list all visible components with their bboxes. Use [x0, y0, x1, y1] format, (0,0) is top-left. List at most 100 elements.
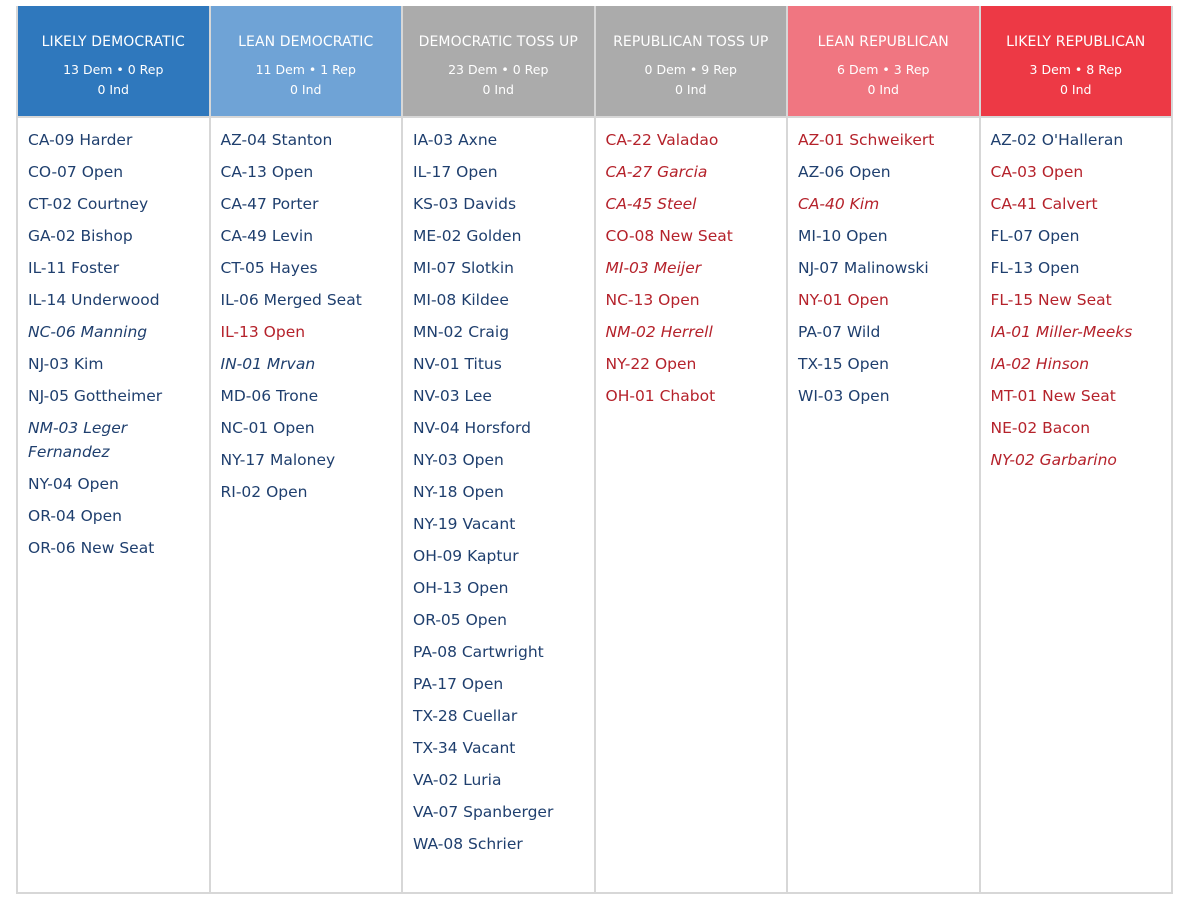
race-item[interactable]: TX-15 Open — [798, 355, 889, 373]
race-list: CA-09 Harder CO-07 Open CT-02 Courtney GA-0… — [18, 118, 209, 568]
race-item[interactable]: MD-06 Trone — [220, 387, 319, 405]
race-item[interactable]: CA-03 Open — [990, 163, 1084, 181]
race-item[interactable]: CT-02 Courtney — [28, 195, 149, 213]
column-ind-count: 0 Ind — [867, 82, 899, 97]
race-item[interactable]: NY-19 Vacant — [413, 515, 516, 533]
column-header: LIKELY DEMOCRATIC 13 Dem • 0 Rep 0 Ind — [18, 6, 209, 118]
race-item[interactable]: IA-02 Hinson — [990, 355, 1090, 373]
race-item[interactable]: TX-34 Vacant — [413, 739, 516, 757]
race-item[interactable]: NY-22 Open — [605, 355, 697, 373]
race-item[interactable]: NM-03 Leger Fernandez — [28, 419, 128, 461]
race-item[interactable]: NV-01 Titus — [413, 355, 502, 373]
race-item[interactable]: TX-28 Cuellar — [413, 707, 518, 725]
column-ind-count: 0 Ind — [675, 82, 707, 97]
race-item[interactable]: CA-49 Levin — [220, 227, 314, 245]
column-header: LIKELY REPUBLICAN 3 Dem • 8 Rep 0 Ind — [980, 6, 1171, 118]
race-item[interactable]: FL-07 Open — [990, 227, 1080, 245]
column-ind-count: 0 Ind — [97, 82, 129, 97]
column-title: REPUBLICAN TOSS UP — [613, 34, 769, 50]
race-item[interactable]: NE-02 Bacon — [990, 419, 1091, 437]
race-item[interactable]: IA-03 Axne — [413, 131, 498, 149]
race-item[interactable]: CA-40 Kim — [798, 195, 880, 213]
race-item[interactable]: NC-01 Open — [220, 419, 315, 437]
race-item[interactable]: MI-08 Kildee — [413, 291, 509, 309]
race-item[interactable]: NY-17 Maloney — [220, 451, 336, 469]
race-item[interactable]: NC-06 Manning — [28, 323, 148, 341]
race-item[interactable]: IL-13 Open — [220, 323, 306, 341]
race-item[interactable]: NJ-07 Malinowski — [798, 259, 929, 277]
race-item[interactable]: GA-02 Bishop — [28, 227, 133, 245]
race-item[interactable]: FL-15 New Seat — [990, 291, 1112, 309]
race-list: AZ-02 O'Halleran CA-03 Open CA-41 Calvert F… — [981, 118, 1172, 480]
race-item[interactable]: NV-03 Lee — [413, 387, 492, 405]
column-title: LEAN DEMOCRATIC — [238, 34, 374, 50]
race-item[interactable]: AZ-06 Open — [798, 163, 891, 181]
race-item[interactable]: IL-11 Foster — [28, 259, 120, 277]
race-item[interactable]: CO-07 Open — [28, 163, 124, 181]
column-likely-republican: LIKELY REPUBLICAN 3 Dem • 8 Rep 0 Ind AZ… — [980, 6, 1172, 892]
race-item[interactable]: IL-17 Open — [413, 163, 498, 181]
race-item[interactable]: NY-01 Open — [798, 291, 889, 309]
column-counts: 13 Dem • 0 Rep — [63, 62, 164, 77]
race-item[interactable]: OH-13 Open — [413, 579, 509, 597]
race-item[interactable]: OR-06 New Seat — [28, 539, 155, 557]
race-item[interactable]: NC-13 Open — [605, 291, 700, 309]
race-item[interactable]: VA-07 Spanberger — [413, 803, 554, 821]
column-header: REPUBLICAN TOSS UP 0 Dem • 9 Rep 0 Ind — [595, 6, 786, 118]
race-item[interactable]: MT-01 New Seat — [990, 387, 1116, 405]
race-item[interactable]: MN-02 Craig — [413, 323, 510, 341]
race-item[interactable]: AZ-02 O'Halleran — [990, 131, 1124, 149]
race-item[interactable]: AZ-01 Schweikert — [798, 131, 935, 149]
race-item[interactable]: CO-08 New Seat — [605, 227, 733, 245]
race-item[interactable]: NJ-03 Kim — [28, 355, 104, 373]
column-counts: 11 Dem • 1 Rep — [255, 62, 356, 77]
race-item[interactable]: KS-03 Davids — [413, 195, 517, 213]
race-item[interactable]: MI-03 Meijer — [605, 259, 702, 277]
column-counts: 6 Dem • 3 Rep — [837, 62, 930, 77]
column-title: LEAN REPUBLICAN — [817, 34, 949, 50]
race-list: CA-22 Valadao CA-27 Garcia CA-45 Steel CO-0… — [596, 118, 787, 416]
race-item[interactable]: WI-03 Open — [798, 387, 890, 405]
race-item[interactable]: NY-03 Open — [413, 451, 504, 469]
race-item[interactable]: AZ-04 Stanton — [220, 131, 333, 149]
race-item[interactable]: CT-05 Hayes — [220, 259, 318, 277]
column-counts: 23 Dem • 0 Rep — [448, 62, 549, 77]
column-lean-republican: LEAN REPUBLICAN 6 Dem • 3 Rep 0 Ind AZ-0… — [788, 6, 981, 892]
race-item[interactable]: NM-02 Herrell — [605, 323, 713, 341]
race-item[interactable]: NY-04 Open — [28, 475, 119, 493]
race-item[interactable]: OH-01 Chabot — [605, 387, 716, 405]
race-item[interactable]: PA-07 Wild — [798, 323, 881, 341]
race-item[interactable]: OR-04 Open — [28, 507, 122, 525]
race-item[interactable]: NJ-05 Gottheimer — [28, 387, 163, 405]
column-democratic-toss-up: DEMOCRATIC TOSS UP 23 Dem • 0 Rep 0 Ind … — [403, 6, 596, 892]
race-item[interactable]: IA-01 Miller-Meeks — [990, 323, 1133, 341]
race-item[interactable]: CA-45 Steel — [605, 195, 697, 213]
column-likely-democratic: LIKELY DEMOCRATIC 13 Dem • 0 Rep 0 Ind C… — [18, 6, 211, 892]
race-list: IA-03 Axne IL-17 Open KS-03 Davids ME-02 Go… — [403, 118, 594, 864]
race-ratings-board: LIKELY DEMOCRATIC 13 Dem • 0 Rep 0 Ind C… — [16, 6, 1173, 894]
race-item[interactable]: NY-02 Garbarino — [990, 451, 1117, 469]
race-item[interactable]: CA-09 Harder — [28, 131, 133, 149]
race-item[interactable]: CA-22 Valadao — [605, 131, 719, 149]
race-item[interactable]: OR-05 Open — [413, 611, 507, 629]
race-item[interactable]: IL-14 Underwood — [28, 291, 160, 309]
race-item[interactable]: CA-13 Open — [220, 163, 314, 181]
race-item[interactable]: FL-13 Open — [990, 259, 1080, 277]
column-counts: 0 Dem • 9 Rep — [644, 62, 737, 77]
race-item[interactable]: IL-06 Merged Seat — [220, 291, 362, 309]
race-item[interactable]: CA-41 Calvert — [990, 195, 1098, 213]
race-item[interactable]: MI-10 Open — [798, 227, 888, 245]
race-item[interactable]: NY-18 Open — [413, 483, 504, 501]
race-item[interactable]: VA-02 Luria — [413, 771, 502, 789]
race-item[interactable]: CA-27 Garcia — [605, 163, 708, 181]
race-item[interactable]: OH-09 Kaptur — [413, 547, 519, 565]
race-item[interactable]: CA-47 Porter — [220, 195, 319, 213]
race-item[interactable]: IN-01 Mrvan — [220, 355, 316, 373]
race-item[interactable]: MI-07 Slotkin — [413, 259, 514, 277]
race-item[interactable]: WA-08 Schrier — [413, 835, 523, 853]
race-item[interactable]: PA-08 Cartwright — [413, 643, 544, 661]
race-item[interactable]: NV-04 Horsford — [413, 419, 531, 437]
race-item[interactable]: ME-02 Golden — [413, 227, 522, 245]
race-item[interactable]: PA-17 Open — [413, 675, 504, 693]
race-item[interactable]: RI-02 Open — [220, 483, 308, 501]
